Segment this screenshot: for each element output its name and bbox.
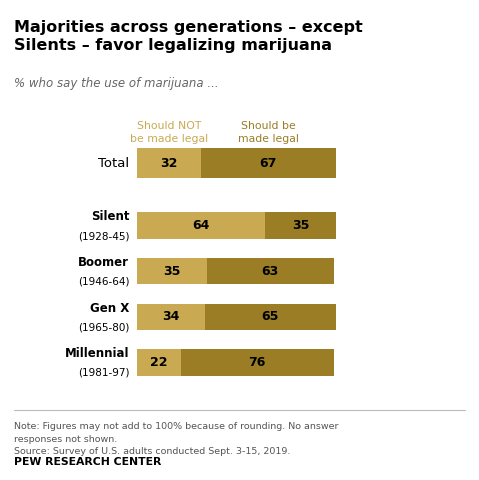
FancyBboxPatch shape bbox=[137, 148, 201, 178]
Text: PEW RESEARCH CENTER: PEW RESEARCH CENTER bbox=[14, 456, 162, 467]
Text: 34: 34 bbox=[162, 310, 180, 324]
Text: 22: 22 bbox=[150, 356, 167, 369]
FancyBboxPatch shape bbox=[207, 258, 334, 284]
FancyBboxPatch shape bbox=[205, 304, 336, 330]
Text: 32: 32 bbox=[160, 156, 177, 170]
FancyBboxPatch shape bbox=[201, 148, 336, 178]
Text: (1981-97): (1981-97) bbox=[78, 368, 129, 378]
FancyBboxPatch shape bbox=[137, 258, 207, 284]
Text: (1928-45): (1928-45) bbox=[78, 231, 129, 241]
Text: Majorities across generations – except
Silents – favor legalizing marijuana: Majorities across generations – except S… bbox=[14, 20, 363, 53]
FancyBboxPatch shape bbox=[137, 212, 265, 239]
Text: 64: 64 bbox=[192, 219, 210, 232]
Text: Boomer: Boomer bbox=[79, 256, 129, 269]
Text: Should be
made legal: Should be made legal bbox=[238, 121, 299, 144]
Text: (1946-64): (1946-64) bbox=[78, 277, 129, 287]
Text: 76: 76 bbox=[249, 356, 266, 369]
FancyBboxPatch shape bbox=[137, 349, 181, 375]
Text: % who say the use of marijuana ...: % who say the use of marijuana ... bbox=[14, 77, 219, 90]
Text: 35: 35 bbox=[292, 219, 309, 232]
Text: Millennial: Millennial bbox=[65, 347, 129, 360]
Text: Gen X: Gen X bbox=[90, 301, 129, 315]
Text: 63: 63 bbox=[262, 264, 279, 278]
Text: Silent: Silent bbox=[91, 210, 129, 224]
Text: Should NOT
be made legal: Should NOT be made legal bbox=[130, 121, 208, 144]
Text: Note: Figures may not add to 100% because of rounding. No answer
responses not s: Note: Figures may not add to 100% becaus… bbox=[14, 422, 339, 456]
FancyBboxPatch shape bbox=[265, 212, 336, 239]
FancyBboxPatch shape bbox=[181, 349, 334, 375]
FancyBboxPatch shape bbox=[137, 304, 205, 330]
Text: Total: Total bbox=[98, 156, 129, 170]
Text: (1965-80): (1965-80) bbox=[78, 323, 129, 332]
Text: 67: 67 bbox=[260, 156, 277, 170]
Text: 35: 35 bbox=[163, 264, 181, 278]
Text: 65: 65 bbox=[262, 310, 279, 324]
